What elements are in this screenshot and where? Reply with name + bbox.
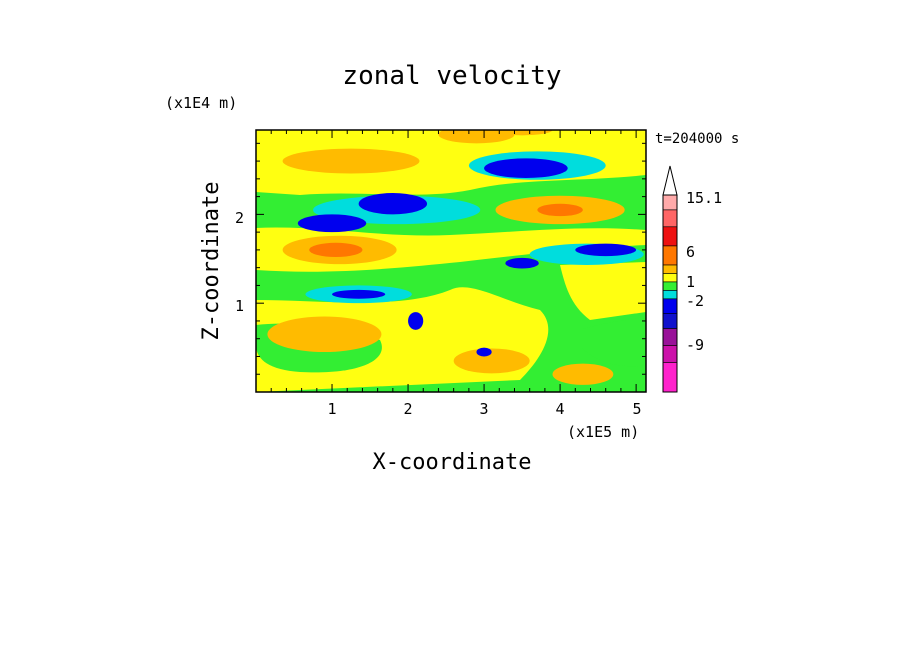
x-tick-label: 2 [403,400,412,418]
x-tick-label: 3 [479,400,488,418]
colorbar-band [662,226,678,247]
plot-frame [255,129,647,393]
y-tick-label: 2 [235,209,244,227]
field-region [297,214,367,233]
x-tick-label: 1 [327,400,336,418]
colorbar-arrow [662,165,678,196]
colorbar-label: -2 [686,292,704,310]
field-regions [267,130,644,385]
colorbar-band [662,345,678,363]
green-patch-right [580,318,646,367]
chart-title: zonal velocity [342,61,561,91]
colorbar-frame [662,194,678,393]
time-label: t=204000 s [655,131,739,147]
axis-ticks [256,130,646,392]
colorbar-band [662,245,678,266]
colorbar-band [662,298,678,314]
field-layer [256,130,646,392]
colorbar-band [662,194,678,211]
field-region [537,203,583,217]
colorbar-band [662,313,678,329]
x-tick-label: 4 [555,400,564,418]
colorbar-label: 1 [686,273,695,291]
field-region [552,363,614,385]
colorbar-label: 15.1 [686,189,722,207]
field-region [484,158,568,178]
y-tick-labels: 1 2 [235,209,244,315]
colorbar-band [662,281,678,291]
field-region [309,242,363,258]
colorbar-band [662,209,678,228]
contour-plot-area [255,129,647,393]
field-region [476,347,492,357]
colorbar-band [662,362,678,393]
field-region [505,257,539,269]
field-region [282,148,420,174]
field-region [332,289,386,299]
colorbar-band [662,264,678,274]
colorbar-band [662,290,678,300]
y-axis-label: Z-coordinate [199,182,224,341]
colorbar-band [662,328,678,346]
x-scale-label: (x1E5 m) [567,423,639,441]
field-region [438,130,515,144]
y-scale-label: (x1E4 m) [165,94,237,112]
colorbar-label: -9 [686,336,704,354]
x-tick-label: 5 [632,400,641,418]
field-region [408,312,424,330]
colorbar: 15.1 6 1 -2 -9 [662,165,722,393]
x-tick-labels: 1 2 3 4 5 [327,400,641,418]
colorbar-band [662,273,678,283]
field-region [491,130,553,136]
colorbar-label: 6 [686,243,695,261]
colorbar-bands [662,194,678,393]
x-axis-label: X-coordinate [373,450,532,475]
field-region [267,316,382,353]
field-region [575,243,637,257]
field-region [358,193,428,215]
yellow-band-right [560,262,646,320]
field-region [453,348,530,374]
y-tick-label: 1 [235,297,244,315]
